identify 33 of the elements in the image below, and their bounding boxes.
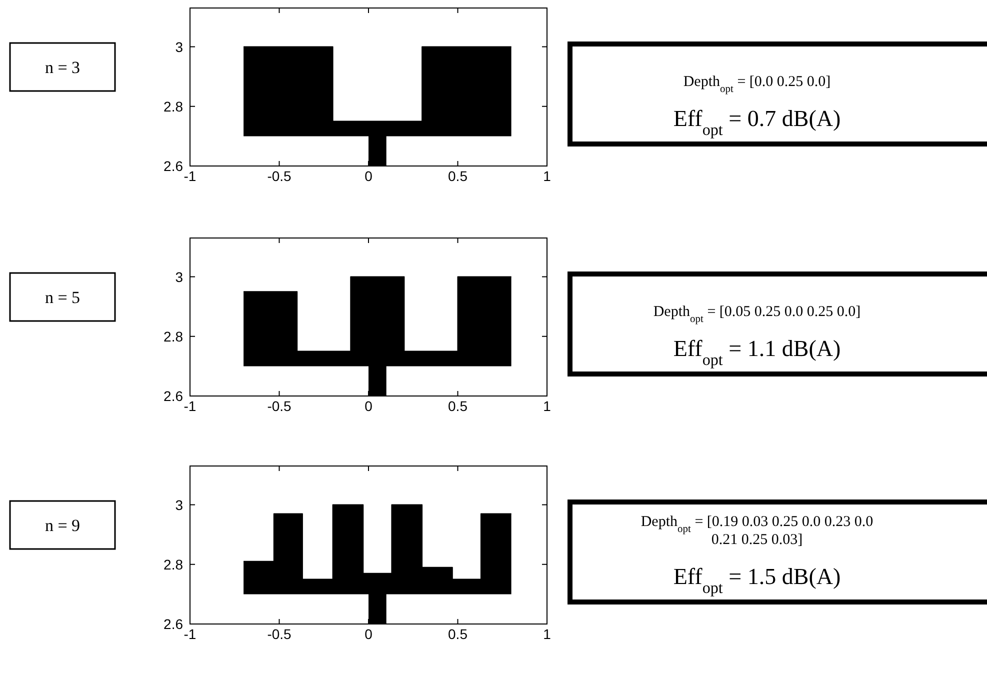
y-tick-label: 2.6 — [164, 616, 184, 632]
text: Eff$_{opt}$ = 0.7 dB(A) — [673, 106, 841, 138]
y-tick-label: 2.6 — [164, 158, 184, 174]
y-tick-label: 2.8 — [164, 328, 184, 344]
x-tick-label: 0.5 — [448, 626, 468, 642]
x-tick-label: -0.5 — [267, 398, 292, 414]
text: n = 5 — [44, 288, 80, 307]
y-tick-label: 2.8 — [164, 556, 184, 572]
x-tick-label: -1 — [184, 168, 196, 184]
text: Depth$_{opt}$ = [0.19 0.03 0.25 0.0 0.23 0.0 0.21 0.25 0.03] — [640, 514, 874, 548]
y-tick-label: 2.6 — [164, 388, 184, 404]
x-tick-label: -0.5 — [267, 168, 292, 184]
x-tick-label: 0.5 — [448, 398, 468, 414]
text: Depth$_{opt}$ = [0.05 0.25 0.0 0.25 0.0] — [653, 304, 861, 324]
x-tick-label: -0.5 — [267, 626, 292, 642]
x-tick-label: 1 — [543, 398, 552, 414]
text: Eff$_{opt}$ = 1.5 dB(A) — [673, 564, 841, 596]
x-tick-label: -1 — [184, 398, 196, 414]
y-tick-label: 3 — [175, 268, 184, 285]
y-tick-label: 2.8 — [164, 98, 184, 114]
x-tick-label: 0 — [364, 398, 373, 414]
x-tick-label: 1 — [543, 168, 552, 184]
x-tick-label: 0 — [364, 168, 373, 184]
text: n = 9 — [44, 516, 80, 535]
x-tick-label: 0.5 — [448, 168, 468, 184]
text: Eff$_{opt}$ = 1.1 dB(A) — [673, 336, 841, 368]
y-tick-label: 3 — [175, 38, 184, 55]
x-tick-label: -1 — [184, 626, 196, 642]
x-tick-label: 0 — [364, 626, 373, 642]
text: n = 3 — [44, 58, 80, 77]
y-tick-label: 3 — [175, 496, 184, 513]
text: Depth$_{opt}$ = [0.0 0.25 0.0] — [683, 74, 831, 94]
x-tick-label: 1 — [543, 626, 552, 642]
